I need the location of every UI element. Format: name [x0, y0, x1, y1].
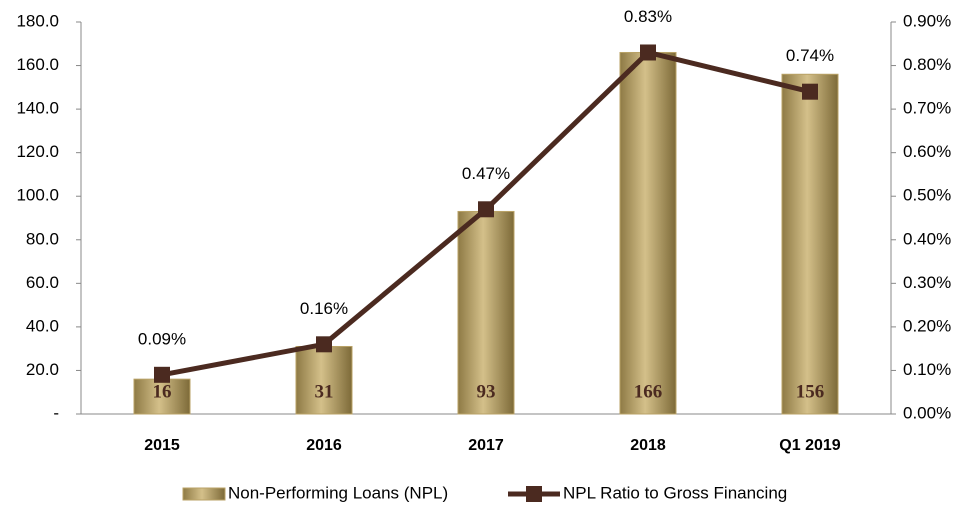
line-marker — [640, 44, 656, 61]
y2-tick-label: 0.30% — [903, 273, 951, 292]
line-marker — [802, 83, 818, 100]
y-tick-label: 160.0 — [16, 55, 59, 74]
line-marker — [478, 201, 494, 218]
y2-tick-label: 0.20% — [903, 316, 951, 335]
y2-tick-label: 0.10% — [903, 360, 951, 379]
x-tick-label: 2017 — [468, 437, 504, 454]
line-label: 0.83% — [624, 7, 672, 26]
y2-tick-label: 0.70% — [903, 99, 951, 118]
bar-label: 31 — [315, 381, 334, 402]
y2-tick-label: 0.90% — [903, 11, 951, 30]
line-label: 0.47% — [462, 164, 510, 183]
y-tick-label: 20.0 — [26, 360, 59, 379]
y-tick-label: - — [53, 403, 59, 422]
legend-marker — [526, 486, 542, 502]
y2-tick-label: 0.60% — [903, 142, 951, 161]
line-marker — [316, 336, 332, 353]
bar-label: 93 — [477, 381, 496, 402]
y2-tick-label: 0.40% — [903, 229, 951, 248]
bar-label: 16 — [153, 381, 172, 402]
y-tick-label: 100.0 — [16, 186, 59, 205]
legend-label: Non-Performing Loans (NPL) — [228, 483, 448, 502]
y-tick-label: 80.0 — [26, 229, 59, 248]
y2-tick-label: 0.50% — [903, 186, 951, 205]
bar — [619, 51, 677, 415]
y2-tick-label: 0.00% — [903, 403, 951, 422]
bar — [457, 210, 515, 415]
x-tick-label: 2015 — [144, 437, 180, 454]
line-label: 0.74% — [786, 46, 834, 65]
x-tick-label: 2018 — [630, 437, 666, 454]
y-tick-label: 120.0 — [16, 142, 59, 161]
y2-tick-label: 0.80% — [903, 55, 951, 74]
legend-swatch — [182, 487, 226, 501]
bar — [133, 378, 191, 415]
bar-label: 166 — [634, 381, 663, 402]
y-tick-label: 40.0 — [26, 316, 59, 335]
y-tick-label: 140.0 — [16, 99, 59, 118]
bar-label: 156 — [796, 381, 825, 402]
x-tick-label: Q1 2019 — [779, 437, 840, 454]
bar — [781, 73, 839, 415]
line-label: 0.09% — [138, 329, 186, 348]
line-label: 0.16% — [300, 299, 348, 318]
line-marker — [154, 366, 170, 383]
legend-label: NPL Ratio to Gross Financing — [563, 483, 787, 502]
y-tick-label: 60.0 — [26, 273, 59, 292]
y-tick-label: 180.0 — [16, 11, 59, 30]
bar — [295, 345, 353, 415]
x-tick-label: 2016 — [306, 437, 342, 454]
